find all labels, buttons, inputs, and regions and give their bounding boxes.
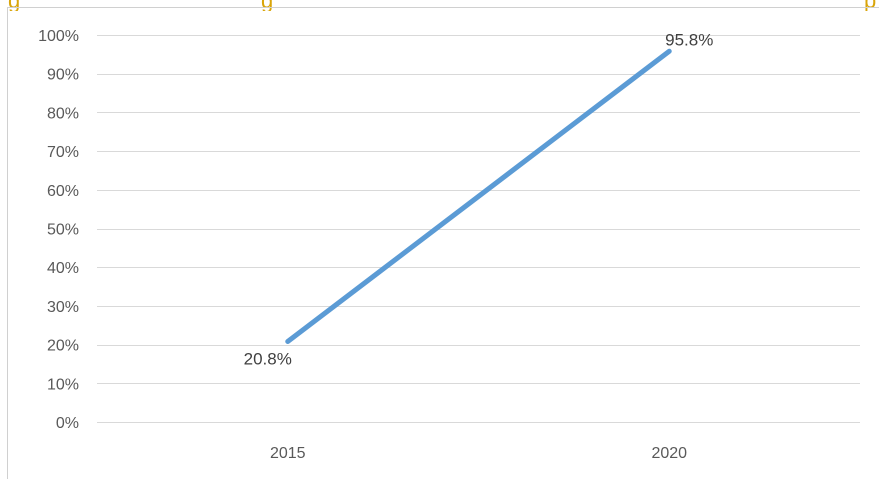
series-line: [285, 48, 672, 345]
y-tick-label: 10%: [47, 376, 79, 393]
gridlines: [97, 35, 860, 423]
caption-middle-fragment: g: [261, 0, 273, 11]
x-tick-label: 2020: [651, 445, 687, 462]
x-axis-tick-labels: 2015 2020: [270, 445, 687, 462]
caption-right-fragment: p: [864, 0, 876, 11]
y-tick-label: 30%: [47, 299, 79, 316]
y-tick-label: 40%: [47, 260, 79, 277]
caption-left-fragment: g: [8, 0, 20, 11]
y-tick-label: 0%: [56, 415, 79, 432]
data-label: 95.8%: [665, 30, 713, 49]
series-layer: [285, 48, 672, 345]
y-tick-label: 90%: [47, 67, 79, 84]
y-tick-label: 60%: [47, 183, 79, 200]
y-axis-tick-labels: 0% 10% 20% 30% 40% 50% 60% 70% 80% 90% 100%: [38, 28, 79, 432]
chart-caption-fragment: g g p: [0, 0, 879, 11]
y-tick-label: 70%: [47, 144, 79, 161]
data-label: 20.8%: [244, 350, 292, 369]
x-tick-label: 2015: [270, 445, 306, 462]
y-tick-label: 80%: [47, 105, 79, 122]
y-tick-label: 100%: [38, 28, 79, 45]
data-labels: 20.8% 95.8%: [244, 30, 714, 368]
y-tick-label: 50%: [47, 222, 79, 239]
y-tick-label: 20%: [47, 338, 79, 355]
